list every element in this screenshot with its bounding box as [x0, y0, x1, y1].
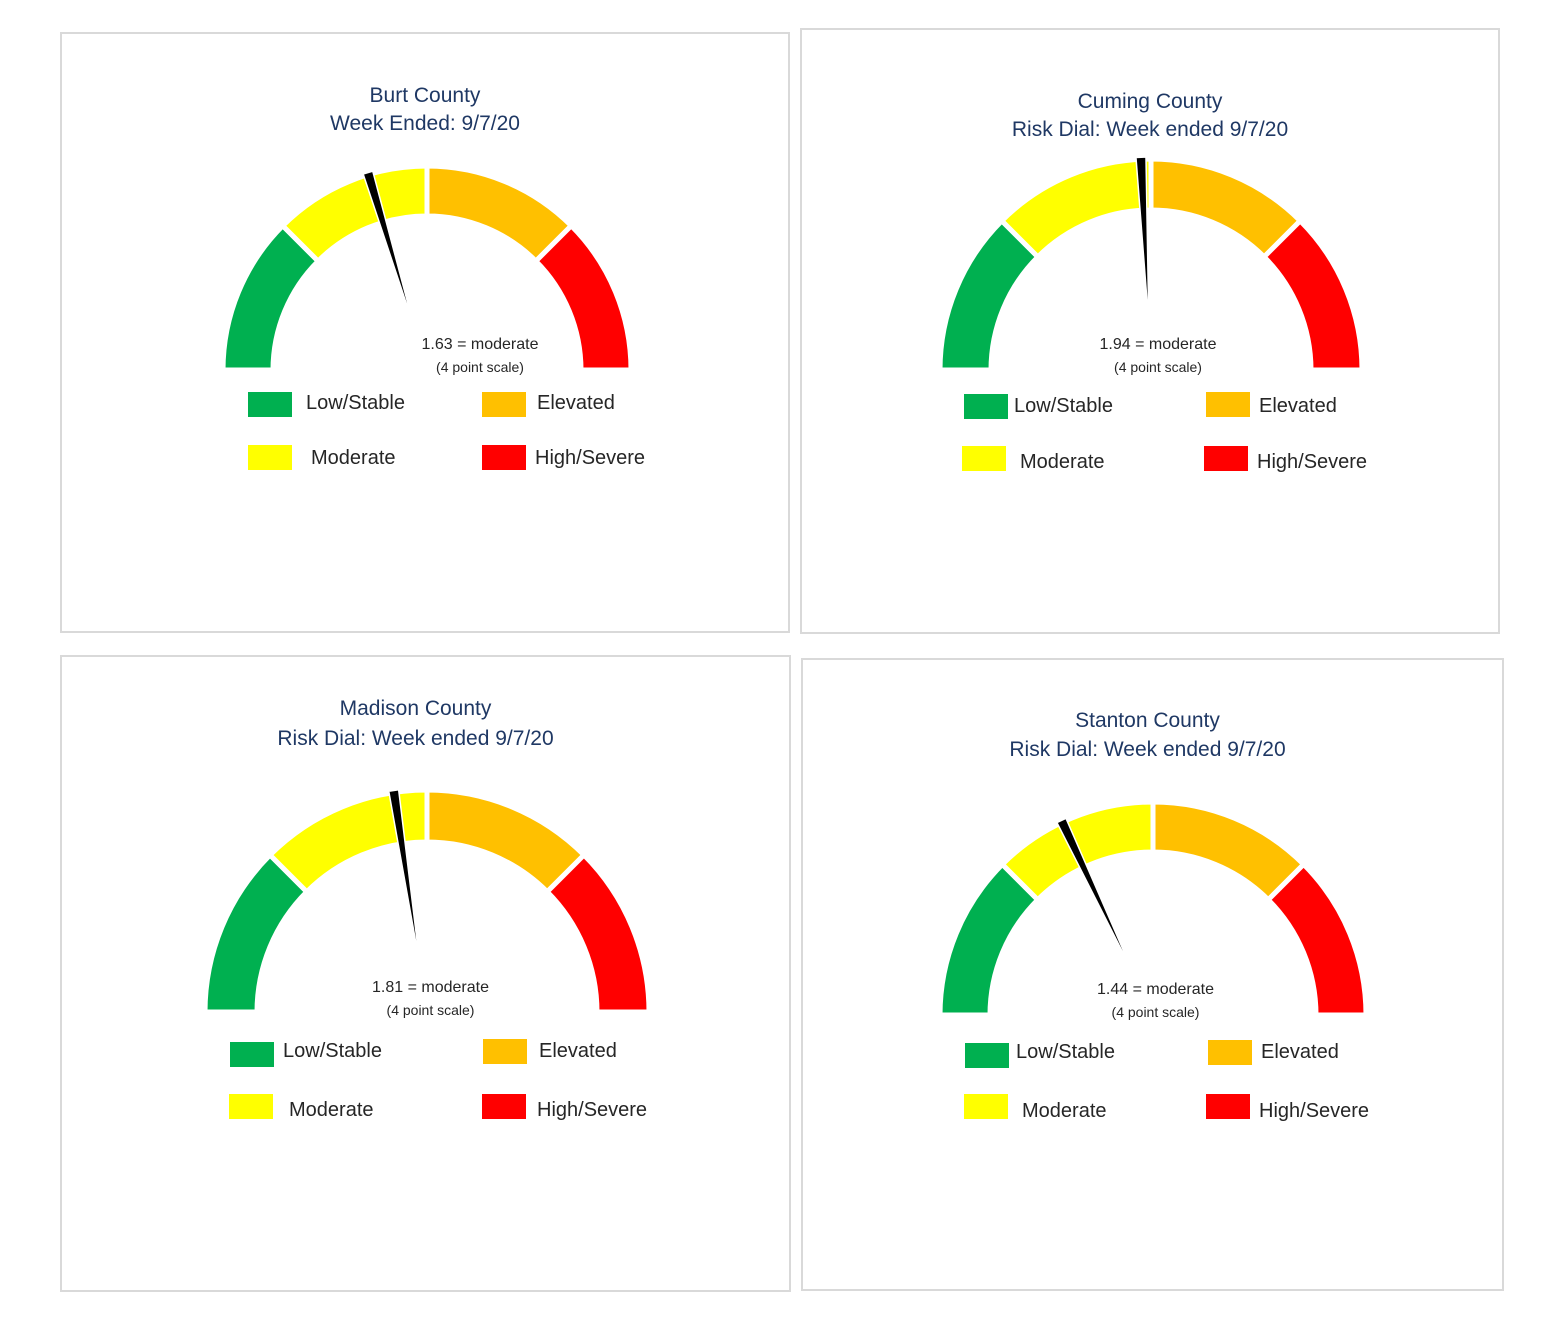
dial-needle	[1135, 156, 1150, 326]
dial-panel-stanton: Stanton County Risk Dial: Week ended 9/7…	[801, 658, 1504, 1291]
dial-needle	[387, 788, 422, 968]
legend-swatch-low	[230, 1042, 274, 1067]
legend-swatch-moderate	[962, 446, 1006, 471]
legend-swatch-high	[482, 445, 526, 470]
legend-swatch-elevated	[483, 1039, 527, 1064]
dial-scale-text: (4 point scale)	[386, 1002, 475, 1018]
panel-subtitle: Risk Dial: Week ended 9/7/20	[1009, 738, 1286, 761]
risk-dial	[937, 156, 1365, 373]
legend-swatch-moderate	[248, 445, 292, 470]
legend-swatch-moderate	[964, 1094, 1008, 1119]
risk-dial	[202, 787, 652, 1015]
legend-label-moderate: Moderate	[311, 447, 396, 469]
legend-label-low: Low/Stable	[283, 1040, 382, 1062]
legend-label-high: High/Severe	[1259, 1100, 1370, 1122]
dial-value-text: 1.63 = moderate	[421, 336, 539, 353]
legend-label-elevated: Elevated	[537, 392, 615, 414]
panel-subtitle: Risk Dial: Week ended 9/7/20	[277, 727, 554, 750]
band-moderate	[998, 156, 1154, 261]
dial-value-text: 1.81 = moderate	[372, 979, 489, 996]
legend-swatch-low	[964, 394, 1008, 419]
legend-label-high: High/Severe	[1257, 451, 1368, 473]
dial-scale-text: (4 point scale)	[436, 359, 524, 375]
dial-scale-text: (4 point scale)	[1111, 1004, 1200, 1020]
band-moderate	[279, 163, 430, 265]
panel-subtitle: Week Ended: 9/7/20	[330, 112, 520, 135]
panel-title: Stanton County	[1075, 709, 1220, 732]
legend-label-moderate: Moderate	[1020, 451, 1105, 473]
legend-swatch-elevated	[1206, 392, 1250, 417]
legend-swatch-low	[248, 392, 292, 417]
dial-scale-text: (4 point scale)	[1114, 359, 1202, 375]
legend-label-low: Low/Stable	[1014, 395, 1113, 417]
dial-panel-madison: Madison County Risk Dial: Week ended 9/7…	[60, 655, 791, 1292]
panel-title: Burt County	[369, 84, 481, 107]
legend-label-moderate: Moderate	[289, 1099, 374, 1121]
legend-swatch-high	[1204, 446, 1248, 471]
legend-label-high: High/Severe	[535, 447, 646, 469]
dial-panel-burt: Burt County Week Ended: 9/7/20 1.63 = mo…	[60, 32, 790, 633]
legend-label-moderate: Moderate	[1022, 1100, 1107, 1122]
legend-label-high: High/Severe	[537, 1099, 648, 1121]
legend-label-low: Low/Stable	[306, 392, 405, 414]
dial-value-text: 1.44 = moderate	[1097, 981, 1214, 998]
panel-title: Madison County	[339, 697, 492, 720]
band-high-severe	[1264, 860, 1369, 1018]
legend-label-elevated: Elevated	[1261, 1041, 1339, 1063]
legend-label-elevated: Elevated	[1259, 395, 1337, 417]
legend-swatch-low	[965, 1043, 1009, 1068]
legend-label-elevated: Elevated	[539, 1040, 617, 1062]
legend-swatch-high	[1206, 1094, 1250, 1119]
legend-swatch-elevated	[1208, 1040, 1252, 1065]
band-high-severe	[532, 222, 634, 373]
risk-dial	[220, 163, 634, 373]
legend-label-low: Low/Stable	[1016, 1041, 1115, 1063]
band-high-severe	[543, 851, 652, 1015]
dial-needle	[1055, 817, 1135, 975]
risk-dial	[937, 799, 1369, 1018]
panel-title: Cuming County	[1077, 90, 1223, 113]
dial-panel-cuming: Cuming County Risk Dial: Week ended 9/7/…	[800, 28, 1500, 634]
panel-subtitle: Risk Dial: Week ended 9/7/20	[1011, 118, 1289, 141]
legend-swatch-elevated	[482, 392, 526, 417]
dial-needle	[362, 170, 415, 328]
legend-swatch-high	[482, 1094, 526, 1119]
band-high-severe	[1260, 217, 1365, 373]
dial-value-text: 1.94 = moderate	[1099, 336, 1217, 353]
legend-swatch-moderate	[229, 1094, 273, 1119]
